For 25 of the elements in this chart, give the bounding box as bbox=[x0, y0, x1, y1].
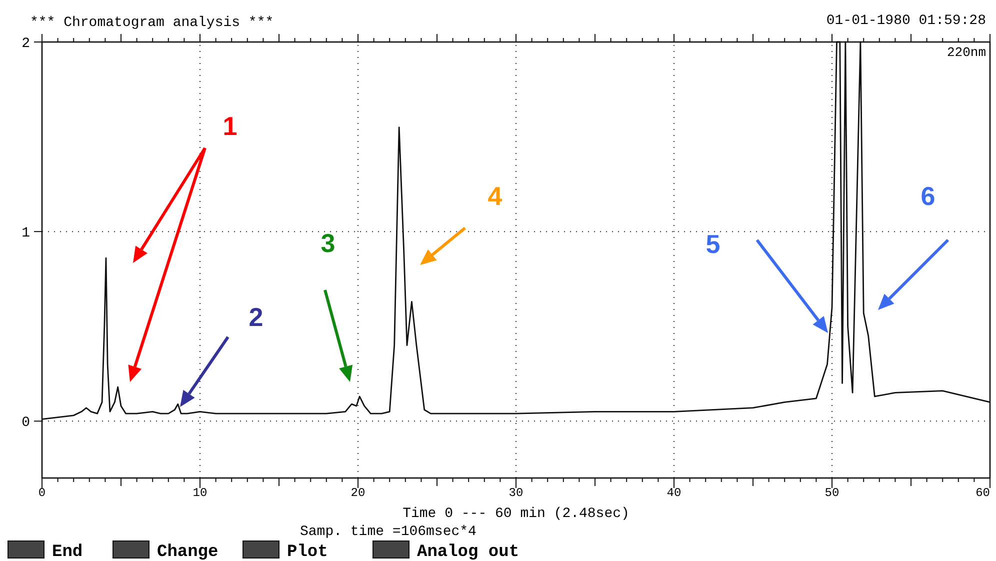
annotation: 6 bbox=[920, 181, 936, 211]
text: Plot bbox=[287, 543, 328, 561]
annotation: 4 bbox=[488, 181, 503, 211]
annotation: 5 bbox=[706, 229, 720, 259]
y-tick-label: 1 bbox=[22, 226, 30, 242]
x-tick-label: 10 bbox=[192, 486, 208, 500]
annotation: 220nm bbox=[946, 45, 986, 60]
text: Change bbox=[157, 543, 218, 561]
x-axis-title: Time 0 --- 60 min (2.48sec) bbox=[402, 506, 630, 522]
text: Samp. time =106msec*4 bbox=[300, 524, 476, 540]
x-tick-label: 50 bbox=[824, 486, 840, 500]
annotation: 2 bbox=[248, 302, 264, 332]
x-tick-label: 30 bbox=[508, 486, 524, 500]
x-tick-label: 20 bbox=[350, 486, 366, 500]
annotation: 3 bbox=[320, 228, 336, 258]
chart-subtitle: 01-01-1980 01:59:28 bbox=[826, 13, 986, 29]
annotation: 1 bbox=[222, 111, 238, 141]
text: Analog out bbox=[417, 543, 520, 561]
x-tick-label: 40 bbox=[666, 486, 682, 500]
chart-title: *** Chromatogram analysis *** bbox=[30, 15, 274, 31]
x-tick-label: 60 bbox=[976, 486, 990, 500]
x-tick-label: 0 bbox=[38, 486, 46, 500]
y-tick-label: 2 bbox=[22, 36, 30, 52]
y-tick-label: 0 bbox=[22, 415, 30, 432]
text: End bbox=[52, 543, 83, 561]
